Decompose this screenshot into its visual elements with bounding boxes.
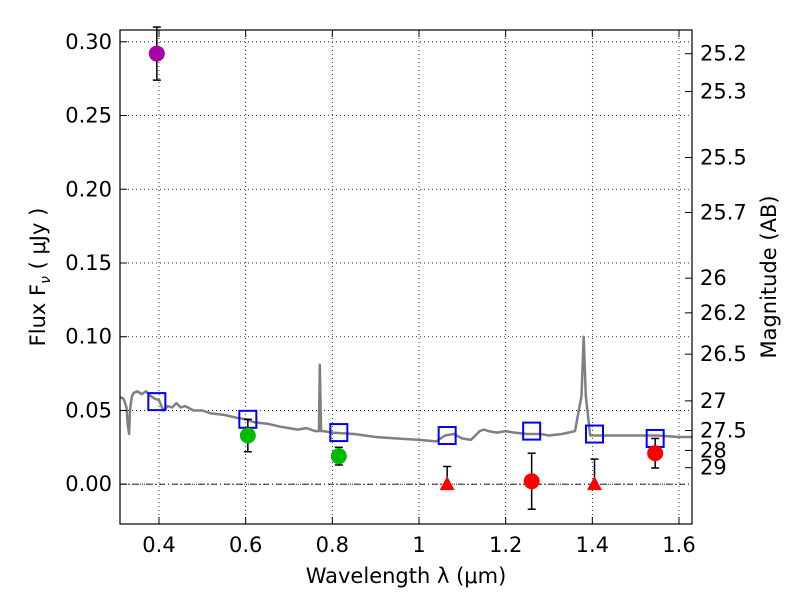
x-tick-label: 1.2 [489,533,522,557]
axis-ticks: 0.4 0.6 0.8 1 1.2 1.4 1.6 0.00 0.05 0.10 0.15 0.20 0… [65,30,747,557]
right-tick-label: 25.7 [700,201,747,225]
y-tick-label: 0.00 [65,472,112,496]
axis-labels: Wavelength λ (μm) Flux Fν ( μJy ) Magnit… [26,195,781,588]
y-tick-label: 0.20 [65,177,112,201]
observed-point [148,45,165,62]
right-tick-label: 26.5 [700,342,747,366]
model-band-square [522,421,542,441]
x-tick-label: 0.8 [316,533,349,557]
right-tick-label: 26.2 [700,301,747,325]
model-band-markers [147,392,665,448]
x-tick-label: 0.4 [142,533,175,557]
y-tick-label: 0.15 [65,251,112,275]
observed-points [148,26,664,511]
observed-upper-limit [587,476,602,491]
y-axis-label-main: Flux F [26,284,50,346]
y-axis-label: Flux Fν ( μJy ) [26,208,54,347]
y-tick-label: 0.10 [65,325,112,349]
x-tick-label: 1 [412,533,425,557]
model-band-square [437,426,457,446]
model-band-square [585,424,604,444]
observed-point [239,427,256,444]
x-axis-label: Wavelength λ (μm) [306,564,507,588]
right-tick-label: 25.3 [700,79,747,103]
model-band-square [329,423,349,443]
y-tick-label: 0.25 [65,104,112,128]
y-axis-label-sub: ν [38,276,54,284]
right-axis-label: Magnitude (AB) [757,195,781,358]
observed-point [330,448,347,465]
right-tick-label: 25.5 [700,146,747,170]
observed-upper-limit [439,476,455,491]
right-tick-label: 27 [700,389,727,413]
right-tick-label: 26 [700,266,727,290]
right-tick-label: 29 [700,456,727,480]
y-tick-label: 0.30 [65,30,112,54]
plot-frame [119,29,693,525]
observed-point [647,445,664,462]
observed-point [523,473,540,490]
y-tick-label: 0.05 [65,398,112,422]
x-tick-label: 1.4 [576,533,609,557]
right-tick-label: 25.2 [700,42,747,66]
model-band-square [147,392,167,412]
y-axis-label-unit: ( μJy ) [26,208,50,276]
right-tick-label: 27.5 [700,419,747,443]
x-tick-label: 1.6 [662,533,695,557]
x-tick-label: 0.6 [229,533,262,557]
right-tick-label: 28 [700,438,727,462]
